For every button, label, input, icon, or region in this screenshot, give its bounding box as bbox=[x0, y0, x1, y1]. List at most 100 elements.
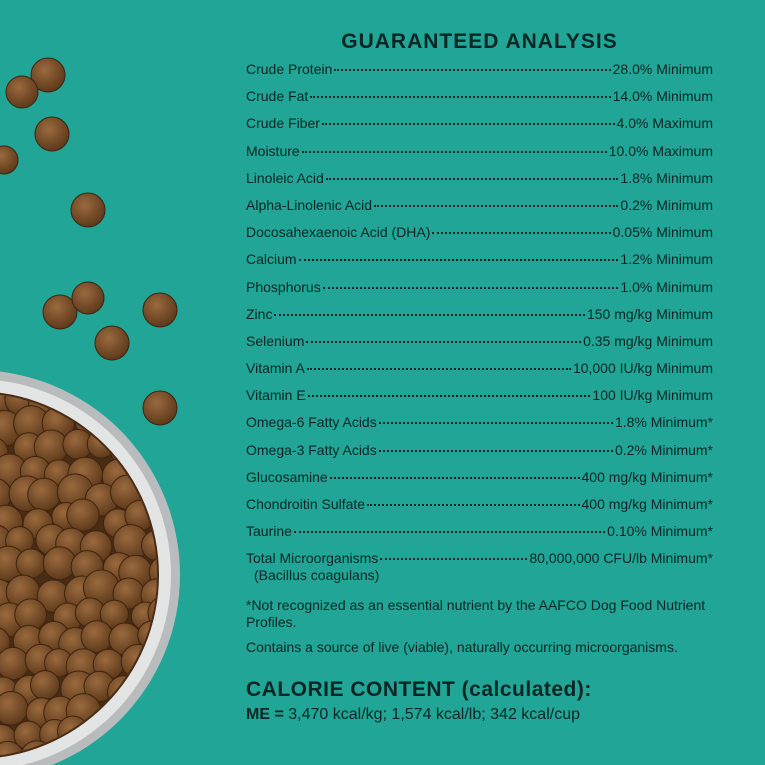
kibble bbox=[42, 294, 78, 330]
nutrient-name: Crude Protein bbox=[246, 61, 333, 77]
nutrient-value: 400 mg/kg Minimum* bbox=[581, 496, 714, 512]
analysis-row: Glucosamine 400 mg/kg Minimum* bbox=[246, 468, 713, 495]
nutrient-name: Selenium bbox=[246, 332, 305, 349]
kibble bbox=[109, 393, 140, 417]
nutrient-value: 10.0% Maximum bbox=[608, 142, 713, 159]
nutrient-value: 14.0% Minimum bbox=[612, 88, 713, 105]
kibble bbox=[80, 620, 114, 654]
analysis-row: Total Microorganisms 80,000,000 CFU/lb Mi… bbox=[246, 549, 713, 576]
analysis-row: Docosahexaenoic Acid (DHA) 0.05% Minimum bbox=[246, 223, 713, 250]
kibble bbox=[29, 670, 61, 701]
nutrient-value: 1.8% Minimum* bbox=[614, 414, 713, 431]
nutrient-value: 150 mg/kg Minimum bbox=[586, 305, 713, 322]
kibble bbox=[66, 498, 100, 532]
dot-leader bbox=[329, 476, 580, 479]
nutrient-name: Taurine bbox=[246, 523, 292, 540]
nutrient-name: Crude Fat bbox=[246, 88, 309, 105]
dot-leader bbox=[380, 558, 528, 561]
nutrient-name: Phosphorus bbox=[246, 278, 321, 295]
nutrient-name: Chondroitin Sulfate bbox=[246, 496, 366, 512]
dot-leader bbox=[298, 259, 619, 262]
nutrient-value: 100 IU/kg Minimum bbox=[592, 387, 713, 404]
nutrient-name: Omega-6 Fatty Acids bbox=[246, 414, 377, 431]
kibble bbox=[71, 281, 105, 315]
dot-leader bbox=[322, 286, 619, 289]
kibble bbox=[0, 690, 29, 726]
analysis-row: Chondroitin Sulfate 400 mg/kg Minimum* bbox=[246, 495, 713, 522]
dot-leader bbox=[367, 504, 580, 506]
kibble bbox=[143, 429, 157, 463]
title: GUARANTEED ANALYSIS bbox=[341, 30, 618, 53]
nutrient-name: Linoleic Acid bbox=[246, 169, 324, 186]
kibble bbox=[118, 741, 152, 757]
analysis-row: Taurine 0.10% Minimum* bbox=[246, 522, 713, 549]
analysis-row: Zinc 150 mg/kg Minimum bbox=[246, 305, 713, 332]
nutrient-value: 400 mg/kg Minimum* bbox=[581, 468, 714, 485]
nutrient-name: Omega-3 Fatty Acids bbox=[246, 441, 377, 458]
analysis-panel: GUARANTEED ANALYSIS Crude Protein 28.0% M… bbox=[246, 30, 713, 724]
dot-leader bbox=[293, 531, 606, 534]
dot-leader bbox=[301, 150, 607, 153]
nutrient-name: Moisture bbox=[246, 142, 300, 159]
kibble-art bbox=[0, 57, 180, 765]
kibble bbox=[30, 57, 66, 93]
nutrient-value: 4.0% Maximum bbox=[616, 115, 713, 132]
nutrient-value: 1.0% Minimum bbox=[620, 278, 713, 295]
calorie-title: CALORIE CONTENT (calculated): bbox=[246, 677, 592, 701]
calorie-label: ME = bbox=[246, 705, 284, 723]
dot-leader bbox=[321, 123, 615, 126]
dot-leader bbox=[334, 69, 611, 71]
nutrient-value: 10,000 IU/kg Minimum bbox=[572, 360, 713, 377]
analysis-row: Omega-3 Fatty Acids 0.2% Minimum* bbox=[246, 441, 713, 468]
nutrient-value: 0.05% Minimum bbox=[612, 224, 713, 241]
analysis-row: Calcium 1.2% Minimum bbox=[246, 250, 713, 277]
dot-leader bbox=[374, 204, 619, 207]
dot-leader bbox=[378, 422, 613, 425]
footnote: *Not recognized as an essential nutrient… bbox=[246, 596, 706, 630]
kibble bbox=[0, 145, 19, 175]
nutrient-value: 0.2% Minimum bbox=[620, 196, 713, 213]
dot-leader bbox=[378, 449, 613, 452]
nutrient-name: Zinc bbox=[246, 305, 273, 322]
calorie-line: ME = 3,470 kcal/kg; 1,574 kcal/lb; 342 k… bbox=[246, 706, 713, 724]
nutrient-name: Crude Fiber bbox=[246, 115, 320, 132]
analysis-row: Crude Protein 28.0% Minimum bbox=[246, 60, 713, 87]
nutrient-value: 0.35 mg/kg Minimum bbox=[583, 332, 713, 349]
analysis-row: Moisture 10.0% Maximum bbox=[246, 142, 713, 169]
dot-leader bbox=[274, 313, 585, 316]
analysis-row: Alpha-Linolenic Acid 0.2% Minimum bbox=[246, 196, 713, 223]
kibble bbox=[70, 192, 106, 228]
kibble bbox=[5, 75, 39, 109]
kibble bbox=[34, 116, 70, 152]
nutrient-name: Glucosamine bbox=[246, 468, 328, 485]
kibble bbox=[94, 325, 130, 361]
dot-leader bbox=[306, 340, 582, 343]
kibble bbox=[15, 548, 47, 579]
dot-leader bbox=[432, 232, 611, 235]
kibble bbox=[142, 292, 178, 328]
analysis-row: Selenium 0.35 mg/kg Minimum bbox=[246, 332, 713, 359]
nutrient-name: Total Microorganisms bbox=[246, 550, 379, 567]
analysis-row: Vitamin E 100 IU/kg Minimum bbox=[246, 386, 713, 413]
nutrient-value: 80,000,000 CFU/lb Minimum* bbox=[529, 550, 713, 567]
nutrient-name: Calcium bbox=[246, 251, 297, 268]
note: Contains a source of live (viable), natu… bbox=[246, 638, 678, 655]
calorie-text: 3,470 kcal/kg; 1,574 kcal/lb; 342 kcal/c… bbox=[288, 705, 580, 723]
kibble bbox=[0, 646, 30, 681]
analysis-row: Crude Fiber 4.0% Maximum bbox=[246, 114, 713, 141]
kibble bbox=[87, 393, 121, 413]
dot-leader bbox=[325, 177, 619, 180]
nutrient-value: 0.10% Minimum* bbox=[607, 523, 713, 540]
nutrient-value: 0.2% Minimum* bbox=[614, 441, 713, 458]
kibble bbox=[27, 477, 61, 512]
nutrient-name: Vitamin A bbox=[246, 360, 305, 377]
nutrient-name: Vitamin E bbox=[246, 387, 306, 404]
nutrient-value: 1.8% Minimum bbox=[620, 169, 713, 186]
analysis-row: Omega-6 Fatty Acids 1.8% Minimum* bbox=[246, 413, 713, 440]
dot-leader bbox=[310, 96, 611, 99]
analysis-rows: Crude Protein 28.0% Minimum Crude Fat 14.0%… bbox=[246, 60, 713, 577]
analysis-row: Linoleic Acid 1.8% Minimum bbox=[246, 169, 713, 196]
nutrient-name: Alpha-Linolenic Acid bbox=[246, 196, 373, 213]
analysis-row: Vitamin A 10,000 IU/kg Minimum bbox=[246, 359, 713, 386]
